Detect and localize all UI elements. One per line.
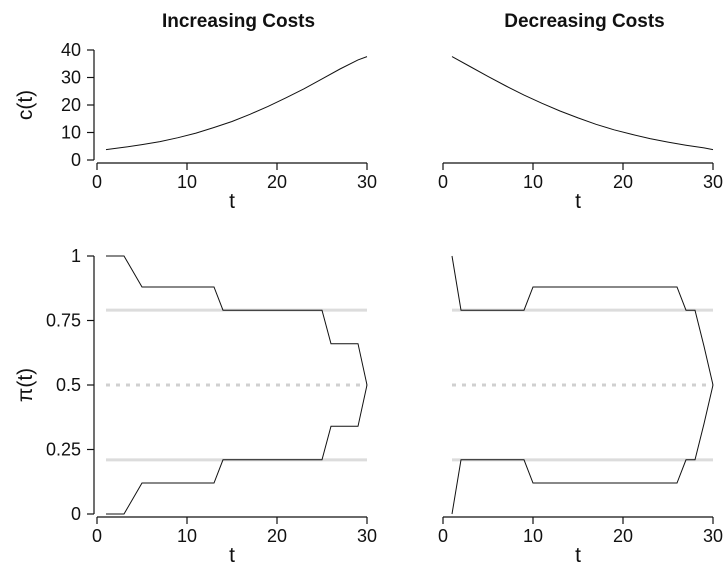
y-tick-label: 20 [61,95,81,115]
chart-panel-3: 0 10 20 30 t 0 0.25 0.5 0.75 1 π(t) [14,246,377,567]
y-tick-label: 0 [71,150,81,170]
x-tick-label: 20 [267,172,287,192]
x-tick-label: 10 [523,172,543,192]
chart-title: Decreasing Costs [504,11,665,32]
x-axis-label: t [229,544,235,567]
y-tick-label: 40 [61,40,81,60]
x-tick-label: 20 [613,172,633,192]
x-tick-label: 30 [703,172,723,192]
x-tick-label: 0 [92,172,102,192]
y-tick-label: 0.25 [46,440,81,460]
x-tick-label: 20 [267,526,287,546]
x-tick-label: 30 [357,172,377,192]
chart-panel-2: Decreasing Costs 0 10 20 30 t [438,11,723,213]
chart-panel-1: Increasing Costs 0 10 20 30 t 0 10 20 30 40 c(t) [14,11,377,213]
x-tick-label: 20 [613,526,633,546]
y-tick-label: 10 [61,123,81,143]
y-tick-label: 1 [71,246,81,266]
y-tick-label: 0.5 [56,375,81,395]
x-axis-label: t [575,544,581,567]
chart-panel-4: 0 10 20 30 t [438,255,723,567]
series-line-1 [105,56,368,151]
x-tick-label: 30 [357,526,377,546]
x-axis-label: t [229,190,235,213]
x-tick-label: 0 [438,526,448,546]
series-line-1 [106,255,368,386]
y-axis-label: c(t) [14,90,37,120]
series-line-1 [451,56,714,151]
series-line-2 [451,384,714,515]
y-tick-label: 0 [71,504,81,524]
x-axis-label: t [575,190,581,213]
x-tick-label: 10 [177,526,197,546]
series-line-1 [451,255,714,386]
y-tick-label: 0.75 [46,311,81,331]
x-tick-label: 30 [703,526,723,546]
series-line-2 [106,384,368,515]
y-axis-label: π(t) [14,368,37,402]
x-tick-label: 0 [92,526,102,546]
x-tick-label: 10 [523,526,543,546]
chart-title: Increasing Costs [162,11,315,32]
y-tick-label: 30 [61,68,81,88]
x-tick-label: 0 [438,172,448,192]
x-tick-label: 10 [177,172,197,192]
